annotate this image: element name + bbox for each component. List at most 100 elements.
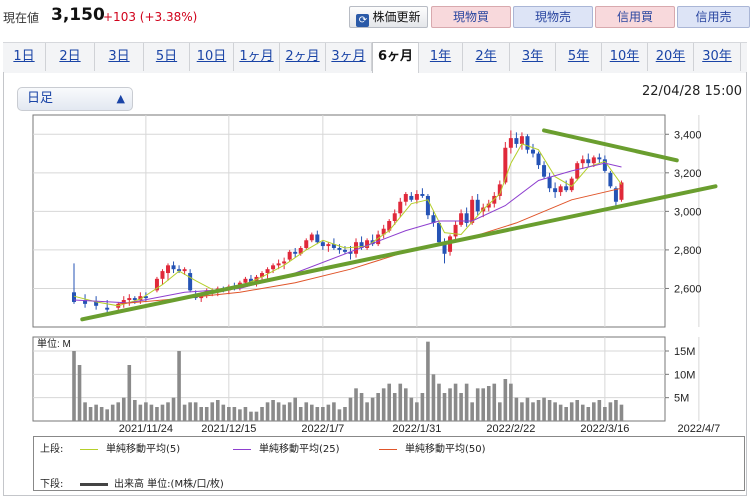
volume-bar [315,407,320,421]
volume-bar [254,411,259,421]
volume-bar [492,383,497,421]
volume-bar [271,400,275,421]
candle-up [580,159,585,164]
volume-bar [337,409,342,421]
price-y-tick-label: 3,200 [674,168,702,180]
candle-up [387,221,392,231]
candle-down [348,251,353,254]
tab-20y[interactable]: 20年 [648,43,694,71]
candle-up [160,271,165,279]
price-change: +103 (+3.38%) [103,10,198,24]
legend-volume: 出来高 単位:(M株/口/枚) [80,475,224,490]
candle-up [558,186,563,193]
volume-bar [171,397,176,421]
candle-down [409,195,414,200]
cash-buy-button[interactable]: 現物買 [431,6,511,28]
volume-bar [459,393,463,421]
volume-bar [332,402,336,421]
volume-bar [453,383,458,421]
legend-volume-swatch [80,482,108,486]
tab-1m[interactable]: 1ヶ月 [234,43,280,71]
volume-bar [415,402,419,421]
x-tick-label: 2022/1/7 [301,423,344,435]
current-price-label: 現在値 [3,11,40,25]
price-plot-area [32,114,666,328]
volume-bar [326,404,331,421]
cash-sell-button[interactable]: 現物売 [513,6,593,28]
ma50-line [118,187,622,305]
candle-up [453,224,458,237]
price-y-tick-label: 3,000 [674,206,702,218]
tab-3y[interactable]: 3年 [510,43,556,71]
candle-up [381,228,386,235]
volume-bar [381,388,386,421]
volume-bar [498,402,502,421]
candle-up [309,234,314,241]
candle-up [619,182,624,200]
candle-down [83,300,88,304]
tab-3m[interactable]: 3ヶ月 [326,43,372,71]
candle-up [508,138,513,148]
tab-30y[interactable]: 30年 [694,43,741,71]
x-tick-label: 2022/1/31 [392,423,441,435]
volume-bar [520,402,524,421]
candle-down [542,165,547,177]
tab-6m[interactable]: 6ヶ月 [372,42,419,73]
candle-up [459,213,464,225]
volume-bar [569,402,574,421]
volume-bar [398,383,403,421]
volume-bar [370,397,375,421]
candle-down [564,186,569,191]
volume-bar [614,400,618,421]
candle-down [547,176,552,189]
volume-bar [619,404,624,421]
candle-down [442,242,447,254]
volume-bar [486,386,491,421]
candle-down [143,296,148,299]
margin-buy-button[interactable]: 信用買 [595,6,675,28]
tab-1y[interactable]: 1年 [419,43,463,71]
volume-bar [144,402,148,421]
volume-bar [77,365,82,421]
candle-down [613,188,618,202]
chart-legend: 上段: 単純移動平均(5) 単純移動平均(25) 単純移動平均(50) 下段: … [33,436,745,491]
candle-up [304,240,309,248]
candle-up [365,240,370,248]
volume-bar [193,402,198,421]
volume-bar [265,402,270,421]
tab-5y[interactable]: 5年 [556,43,602,71]
candle-down [337,247,342,250]
candle-up [138,296,143,301]
volume-unit-label: 単位: M [37,337,71,350]
volume-bar [177,351,181,421]
candle-down [514,138,519,144]
volume-bar [420,393,425,421]
period-select[interactable]: 日足 ▲︎ [17,87,133,111]
refresh-price-button[interactable]: ⟳ 株価更新 [349,6,428,28]
tab-2d[interactable]: 2日 [46,43,95,71]
candle-up [470,199,475,223]
candle-down [359,242,364,248]
candle-down [431,215,436,223]
volume-bar [133,400,137,421]
volume-bar [321,407,325,421]
tab-10d[interactable]: 10日 [190,43,234,71]
tab-5d[interactable]: 5日 [144,43,190,71]
volume-bar [199,407,203,421]
tab-1d[interactable]: 1日 [3,43,46,71]
tab-3d[interactable]: 3日 [95,43,144,71]
candle-up [398,201,403,214]
tab-10y[interactable]: 10年 [602,43,648,71]
tab-2m[interactable]: 2ヶ月 [280,43,326,71]
ma25-line [73,162,622,304]
candle-down [425,195,430,216]
candle-up [575,163,580,179]
volume-bar [287,402,292,421]
volume-bar [160,404,165,421]
margin-sell-button[interactable]: 信用売 [677,6,750,28]
tab-2y[interactable]: 2年 [463,43,510,71]
candle-down [94,301,99,306]
candle-down [597,157,602,160]
volume-bar [608,402,613,421]
legend-ma50-swatch [379,448,397,450]
